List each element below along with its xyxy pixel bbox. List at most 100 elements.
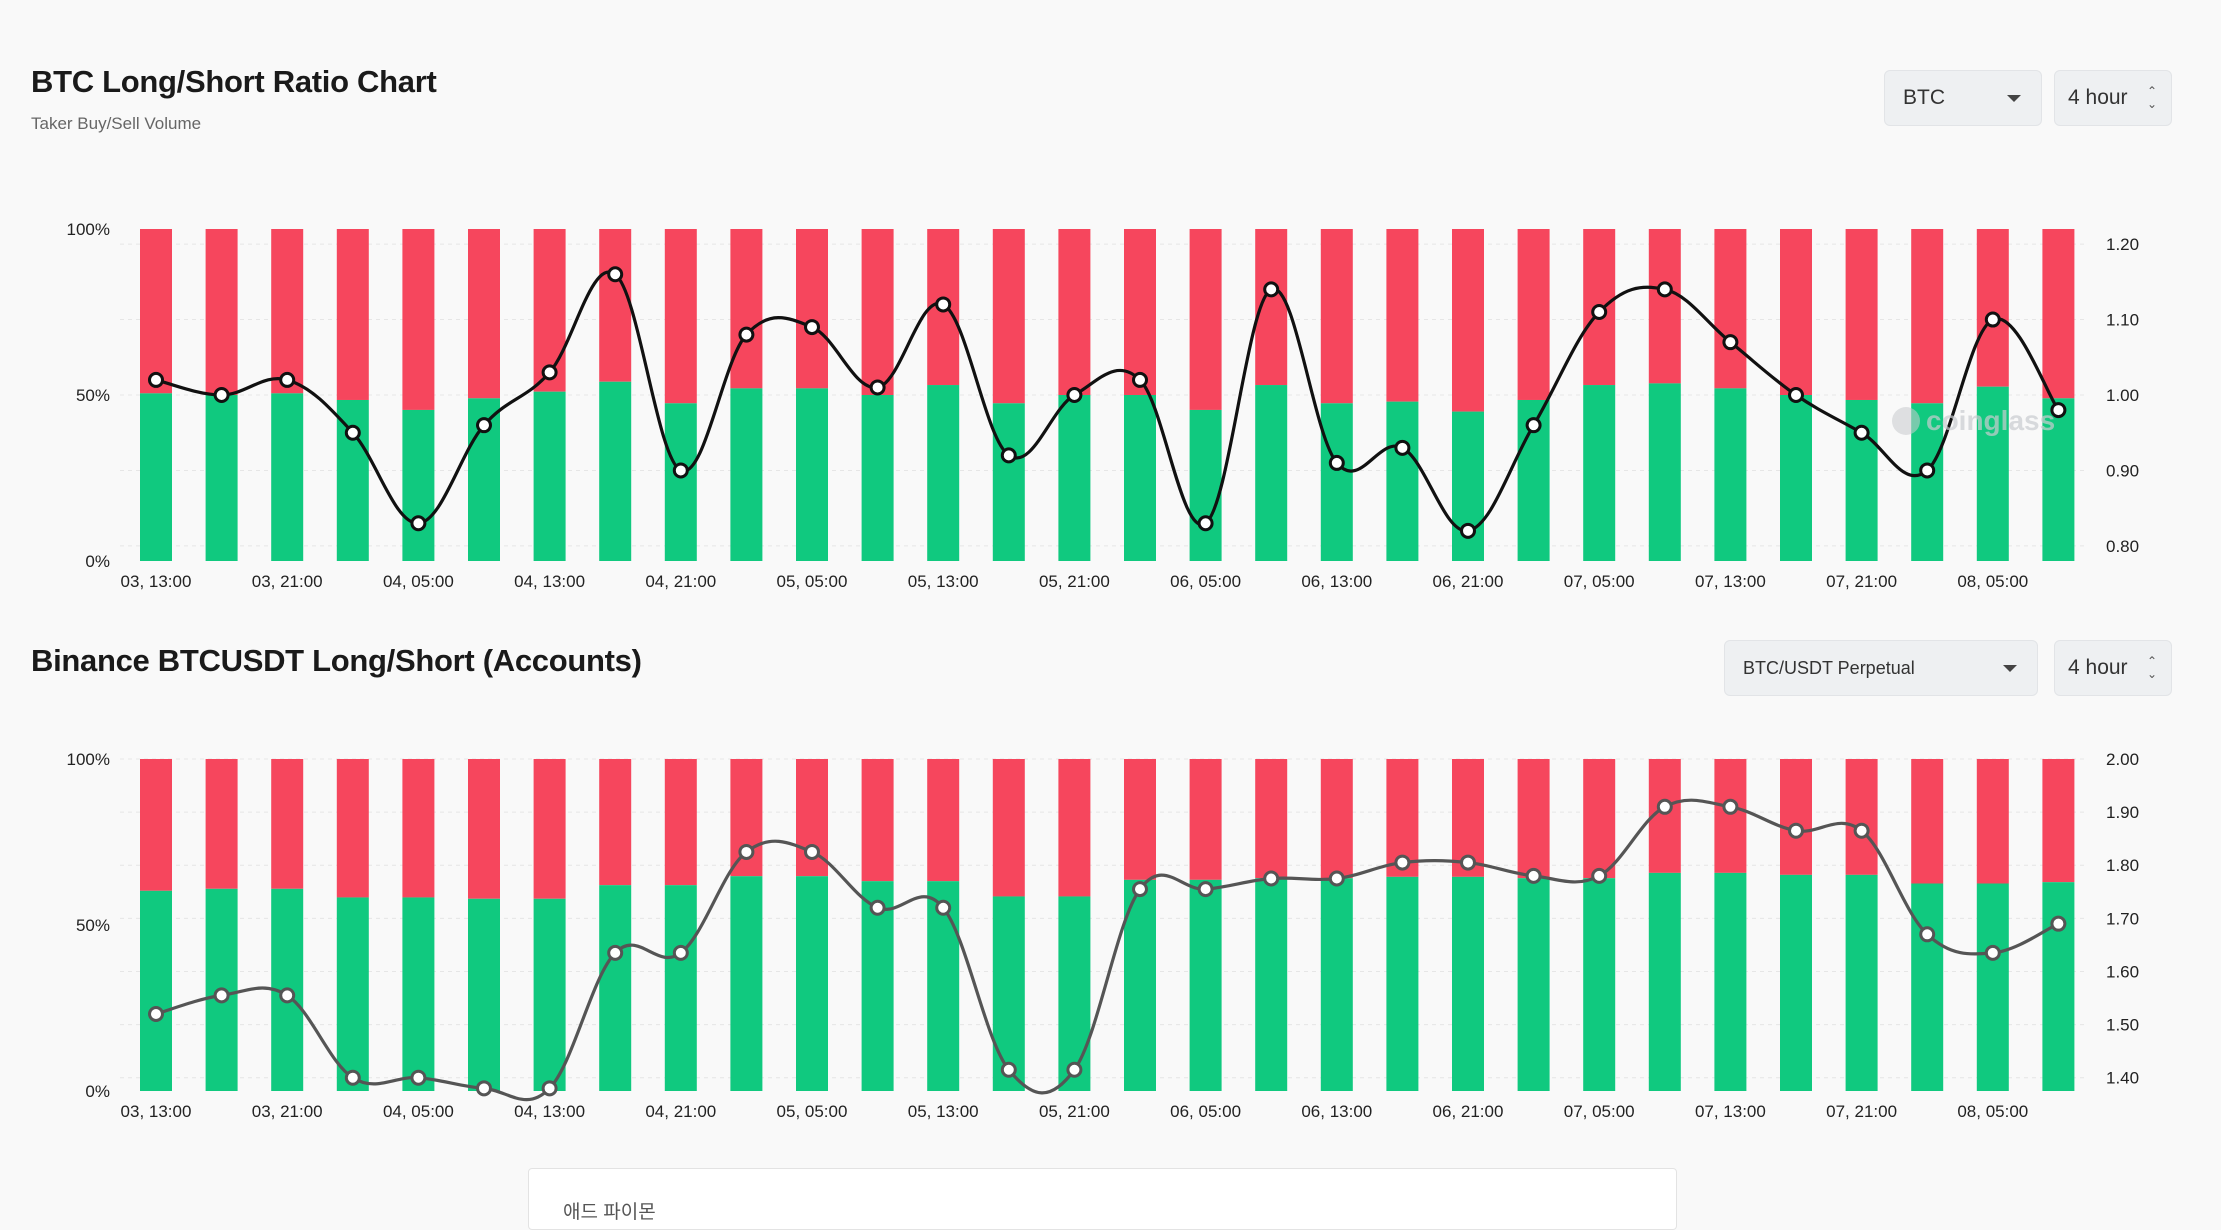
bar-short	[140, 229, 172, 394]
bar-short	[1386, 229, 1419, 402]
ratio-point	[1460, 522, 1476, 539]
bar-short	[205, 229, 238, 395]
y-right-tick-label: 1.00	[2106, 386, 2139, 405]
bar-long	[402, 409, 435, 561]
chevron-down-icon	[2007, 95, 2021, 102]
x-tick-label: 05, 13:00	[908, 572, 979, 591]
bar-long	[927, 881, 960, 1091]
bar-long	[271, 393, 304, 561]
ratio-point	[279, 371, 296, 388]
bar-long	[1976, 386, 2009, 561]
bar-long	[140, 393, 172, 561]
bar-short	[1845, 229, 1878, 400]
bar-short	[1255, 759, 1288, 879]
bar-long	[533, 898, 566, 1091]
bar-short	[1780, 759, 1812, 875]
ratio-point	[869, 379, 886, 396]
x-tick-label: 06, 13:00	[1301, 1102, 1372, 1121]
ratio-point	[1853, 424, 1870, 441]
bar-long	[1648, 383, 1681, 561]
y-left-tick-label: 100%	[67, 750, 110, 769]
comment-input-placeholder: 애드 파이몬	[563, 1202, 656, 1223]
ratio-point	[1394, 854, 1411, 871]
x-tick-label: 03, 13:00	[121, 572, 192, 591]
symbol-select[interactable]: BTC	[1884, 70, 2042, 126]
y-right-tick-label: 1.80	[2106, 856, 2139, 875]
x-tick-label: 03, 13:00	[121, 1102, 192, 1121]
x-tick-label: 07, 13:00	[1695, 1102, 1766, 1121]
ratio-point	[1197, 515, 1214, 532]
x-tick-label: 08, 05:00	[1957, 1102, 2028, 1121]
bar-long	[468, 898, 500, 1091]
x-tick-label: 03, 21:00	[252, 1102, 323, 1121]
comment-input[interactable]: 애드 파이몬	[528, 1168, 1677, 1230]
bar-short	[533, 759, 566, 899]
x-tick-label: 04, 13:00	[514, 1102, 585, 1121]
interval-stepper-2[interactable]: 4 hour ⌃ ⌄	[2054, 640, 2172, 696]
bar-long	[1714, 388, 1747, 561]
ratio-point	[2050, 402, 2067, 419]
section-title-accounts: Binance BTCUSDT Long/Short (Accounts)	[31, 643, 642, 678]
y-right-tick-label: 1.70	[2106, 909, 2139, 928]
bar-long	[140, 890, 172, 1091]
x-tick-label: 07, 05:00	[1564, 572, 1635, 591]
symbol-select-value: BTC	[1903, 86, 1945, 109]
bar-short	[664, 229, 697, 404]
bar-long	[992, 896, 1025, 1091]
bar-short	[1714, 229, 1747, 389]
pair-select[interactable]: BTC/USDT Perpetual	[1724, 640, 2038, 696]
bar-short	[1911, 759, 1944, 884]
x-tick-label: 05, 21:00	[1039, 572, 1110, 591]
bar-long	[1320, 878, 1353, 1091]
ratio-point	[1066, 387, 1083, 403]
y-left-tick-label: 100%	[67, 220, 110, 239]
x-tick-label: 08, 05:00	[1957, 572, 2028, 591]
bar-long	[664, 403, 697, 561]
ratio-point	[2050, 915, 2067, 932]
bar-short	[861, 229, 894, 395]
bar-short	[336, 229, 369, 400]
bar-short	[205, 759, 238, 889]
ratio-point	[148, 371, 164, 388]
bar-long	[1714, 872, 1747, 1091]
bar-short	[1845, 759, 1878, 875]
bar-short	[1976, 229, 2009, 387]
ratio-point	[1788, 387, 1804, 403]
bar-long	[730, 876, 763, 1091]
bar-short	[730, 229, 763, 389]
ratio-point	[1132, 881, 1148, 898]
ratio-point	[738, 843, 755, 860]
watermark-text: coinglass	[1926, 405, 2056, 436]
bar-long	[533, 391, 566, 561]
ratio-point	[672, 944, 689, 961]
x-tick-label: 04, 21:00	[645, 1102, 716, 1121]
bar-long	[2042, 398, 2075, 561]
bar-short	[1320, 229, 1353, 404]
bar-short	[1452, 229, 1484, 412]
bar-long	[599, 885, 632, 1091]
bar-short	[402, 229, 435, 410]
ratio-point	[607, 266, 624, 283]
x-tick-label: 07, 05:00	[1564, 1102, 1635, 1121]
x-tick-label: 06, 05:00	[1170, 572, 1241, 591]
bar-short	[1714, 759, 1747, 873]
bar-short	[1124, 229, 1156, 395]
interval-value-1: 4 hour	[2068, 86, 2128, 109]
ratio-point	[1066, 1061, 1083, 1078]
bar-short	[1058, 759, 1091, 897]
x-tick-label: 06, 21:00	[1433, 1102, 1504, 1121]
bar-long	[1255, 385, 1288, 561]
bar-short	[1320, 759, 1353, 879]
bar-short	[2042, 759, 2075, 883]
interval-stepper-1[interactable]: 4 hour ⌃ ⌄	[2054, 70, 2172, 126]
bar-short	[664, 759, 697, 886]
bar-long	[1058, 395, 1091, 561]
interval-value-2: 4 hour	[2068, 656, 2128, 679]
ratio-point	[1197, 881, 1214, 898]
x-tick-label: 04, 21:00	[645, 572, 716, 591]
bar-long	[796, 388, 828, 561]
bar-long	[927, 385, 960, 561]
bar-long	[1845, 874, 1878, 1091]
bar-long	[1189, 879, 1222, 1091]
ratio-point	[1919, 462, 1936, 479]
